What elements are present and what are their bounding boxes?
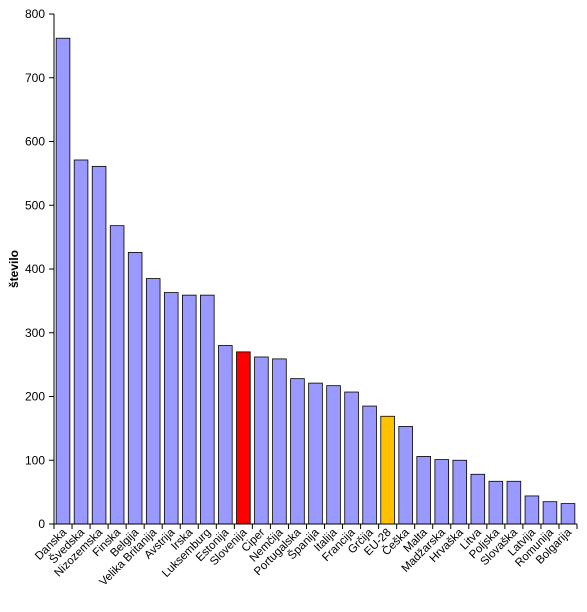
bar-italija [326, 385, 341, 525]
y-tick-label: 200 [25, 390, 45, 404]
bar-velika-britanija [145, 278, 161, 525]
bar-grčija [362, 405, 377, 525]
bar-bolgarija [560, 503, 576, 525]
y-axis-title: število [7, 250, 21, 288]
bar-latvija [524, 495, 540, 525]
bars-group [55, 37, 576, 525]
bar-nemčija [272, 358, 287, 525]
bar-madžarska [434, 459, 450, 525]
bar-švedska [73, 159, 89, 525]
bar-slovenija [236, 351, 251, 525]
bar-finska [109, 225, 125, 525]
bar-eu-28 [380, 415, 395, 525]
bar-slovaška [506, 480, 522, 525]
bar-španija [308, 382, 323, 525]
bar-češka [398, 426, 413, 525]
bar-litva [470, 473, 486, 525]
bar-danska [55, 37, 71, 525]
y-tick-label: 0 [38, 517, 45, 531]
y-tick-label: 800 [25, 7, 45, 21]
bar-luksemburg [200, 294, 215, 525]
bar-hrvaška [452, 459, 468, 525]
bar-irska [182, 294, 197, 525]
y-tick-label: 400 [25, 262, 45, 276]
bar-avstrija [163, 292, 179, 525]
bar-romunija [542, 501, 558, 525]
bar-nizozemska [91, 165, 107, 525]
y-tick-label: 300 [25, 326, 45, 340]
bar-poljska [488, 480, 504, 525]
bar-estonija [218, 345, 233, 525]
y-axis: 0 100 200 300 400 500 600 700 800 [25, 7, 55, 531]
y-tick-label: 500 [25, 198, 45, 212]
bar-belgija [127, 252, 143, 525]
bar-portugalska [290, 378, 305, 525]
bar-ciper [254, 356, 269, 525]
bar-francija [344, 391, 359, 525]
y-tick-label: 100 [25, 453, 45, 467]
y-tick-label: 700 [25, 71, 45, 85]
y-tick-label: 600 [25, 135, 45, 149]
bar-malta [416, 456, 431, 525]
